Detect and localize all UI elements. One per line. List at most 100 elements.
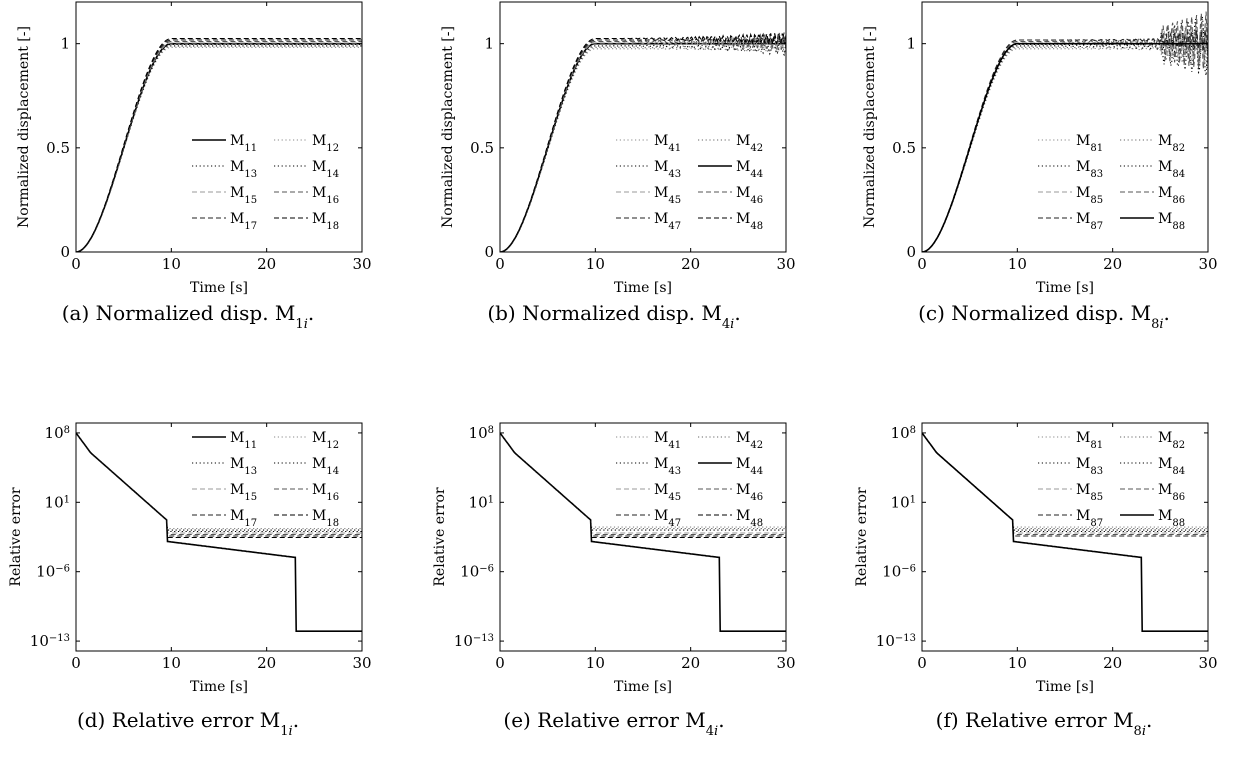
x-tick-label: 20 [1103,255,1122,273]
legend-label-m44: M44 [736,456,763,477]
legend-label-m42: M42 [736,133,763,154]
legend-label-m88: M88 [1158,211,1185,232]
legend-label-m82: M82 [1158,133,1185,154]
legend-label-m13: M13 [230,456,257,477]
y-tick-label: 108 [469,424,494,442]
chart-panel-f: 0 10 20 30 10−13 10−6 101 108 Time [s] Relative e… [854,422,1218,739]
panel-caption: (e) Relative error M4i. [503,708,724,739]
chart-panel-e: 0 10 20 30 10−13 10−6 101 108 Time [s] Relative e… [432,422,796,739]
plot-frame [75,422,363,652]
y-tick-label: 10−6 [882,563,916,581]
x-tick-label: 10 [1008,255,1027,273]
plot-frame [499,1,787,253]
y-tick-label: 101 [45,493,70,511]
x-tick-label: 20 [257,654,276,672]
legend-label-m81: M81 [1076,133,1103,154]
chart-panel-a: 0 10 20 30 0 0.5 1 Time [s] Normalized displacem… [16,1,372,332]
x-tick-label: 10 [586,654,605,672]
legend-label-m86: M86 [1158,482,1185,503]
x-tick-label: 30 [776,255,795,273]
y-tick-label: 108 [891,424,916,442]
legend-label-m15: M15 [230,185,257,206]
series-line-m88 [922,432,1208,633]
series-line-m43 [500,35,786,252]
legend-label-m45: M45 [654,185,681,206]
series-group [76,432,362,633]
x-axis-label: Time [s] [614,679,672,695]
series-line-m48 [500,432,786,539]
x-tick-label: 30 [776,654,795,672]
legend-label-m12: M12 [312,133,339,154]
y-tick-label: 1 [906,35,916,53]
x-axis-label: Time [s] [190,679,248,695]
legend-label-m48: M48 [736,508,763,529]
x-tick-label: 0 [917,654,927,672]
x-tick-label: 20 [681,255,700,273]
series-line-m48 [500,31,786,252]
legend-label-m84: M84 [1158,456,1185,477]
y-axis-label: Normalized displacement [-] [862,26,878,228]
y-axis-label: Normalized displacement [-] [440,26,456,228]
plot-frame [499,422,787,652]
y-tick-label: 101 [891,493,916,511]
y-tick-label: 10−6 [36,563,70,581]
legend-label-m41: M41 [654,133,681,154]
legend-label-m88: M88 [1158,508,1185,529]
legend-label-m47: M47 [654,211,681,232]
legend-label-m42: M42 [736,430,763,451]
legend-label-m11: M11 [230,133,257,154]
legend: M81 M82 M83 M84 M85 M86 M87 M88 [1038,133,1185,232]
legend-label-m11: M11 [230,430,257,451]
legend: M41 M42 M43 M44 M45 M46 M47 M48 [616,430,763,529]
legend-label-m85: M85 [1076,185,1103,206]
y-axis-label: Relative error [8,487,24,586]
series-line-m87 [922,29,1208,252]
series-line-m14 [76,43,362,252]
chart-panel-d: 0 10 20 30 10−13 10−6 101 108 Time [s] Relative e… [8,422,372,739]
y-tick-label: 1 [484,35,494,53]
y-tick-label: 0 [60,243,70,261]
x-tick-label: 30 [352,654,371,672]
y-tick-label: 101 [469,493,494,511]
series-line-m11 [76,42,362,252]
y-tick-label: 10−13 [30,632,70,650]
y-tick-label: 10−6 [460,563,494,581]
legend-label-m14: M14 [312,456,339,477]
legend-label-m47: M47 [654,508,681,529]
legend-label-m85: M85 [1076,482,1103,503]
legend-label-m41: M41 [654,430,681,451]
y-tick-label: 108 [45,424,70,442]
x-tick-label: 10 [162,255,181,273]
legend-label-m82: M82 [1158,430,1185,451]
x-tick-label: 20 [1103,654,1122,672]
x-tick-label: 20 [257,255,276,273]
legend: M11 M12 M13 M14 M15 M16 M17 M18 [192,133,339,232]
legend-label-m46: M46 [736,185,763,206]
y-tick-label: 0 [906,243,916,261]
plot-frame [75,1,363,253]
legend-label-m16: M16 [312,185,339,206]
x-tick-label: 0 [71,654,81,672]
y-tick-label: 0.5 [470,139,494,157]
y-tick-label: 0.5 [46,139,70,157]
x-tick-label: 30 [1198,654,1217,672]
panel-caption: (b) Normalized disp. M4i. [487,301,740,332]
legend: M81 M82 M83 M84 M85 M86 M87 M88 [1038,430,1185,529]
series-group [500,432,786,633]
x-tick-label: 0 [71,255,81,273]
legend-label-m83: M83 [1076,456,1103,477]
x-tick-label: 0 [917,255,927,273]
legend-label-m43: M43 [654,159,681,180]
legend-label-m48: M48 [736,211,763,232]
x-tick-label: 10 [162,654,181,672]
series-line-m88 [922,42,1208,252]
series-line-m18 [76,432,362,539]
y-tick-label: 0.5 [892,139,916,157]
y-tick-label: 1 [60,35,70,53]
legend-label-m86: M86 [1158,185,1185,206]
x-tick-label: 10 [1008,654,1027,672]
y-axis-label: Normalized displacement [-] [16,26,32,228]
series-line-m47 [500,35,786,252]
panel-caption: (a) Normalized disp. M1i. [62,301,314,332]
